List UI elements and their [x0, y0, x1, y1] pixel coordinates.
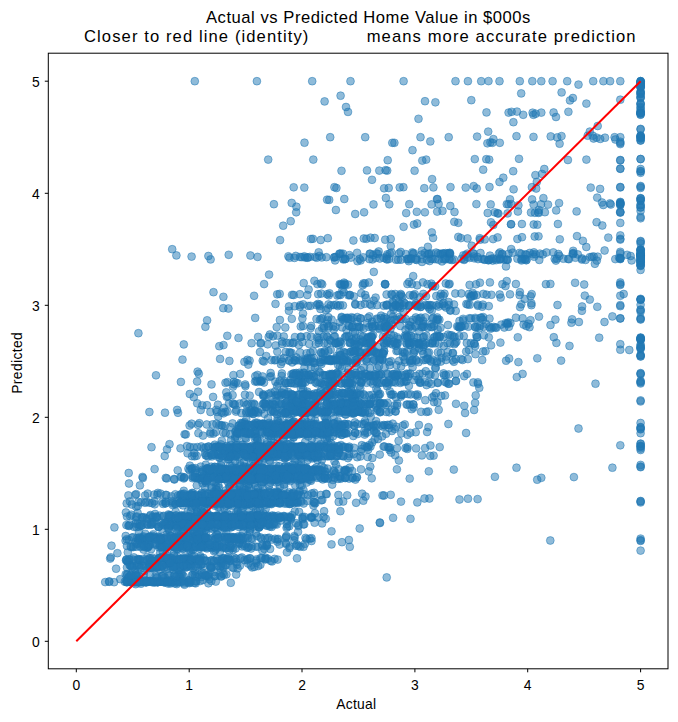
svg-text:Closer to red line (identity): Closer to red line (identity) means more…: [84, 27, 636, 46]
svg-text:1: 1: [32, 522, 40, 538]
svg-text:5: 5: [32, 74, 40, 90]
svg-text:1: 1: [185, 677, 193, 693]
svg-text:0: 0: [72, 677, 80, 693]
svg-text:5: 5: [637, 677, 645, 693]
svg-text:3: 3: [32, 298, 40, 314]
svg-text:Predicted: Predicted: [9, 332, 25, 394]
svg-text:2: 2: [32, 410, 40, 426]
svg-text:Actual vs Predicted Home Value: Actual vs Predicted Home Value in $000s: [206, 8, 530, 27]
svg-text:2: 2: [298, 677, 306, 693]
svg-text:Actual: Actual: [336, 696, 376, 712]
svg-text:0: 0: [32, 634, 40, 650]
svg-text:4: 4: [524, 677, 532, 693]
svg-text:3: 3: [411, 677, 419, 693]
svg-text:4: 4: [32, 186, 40, 202]
